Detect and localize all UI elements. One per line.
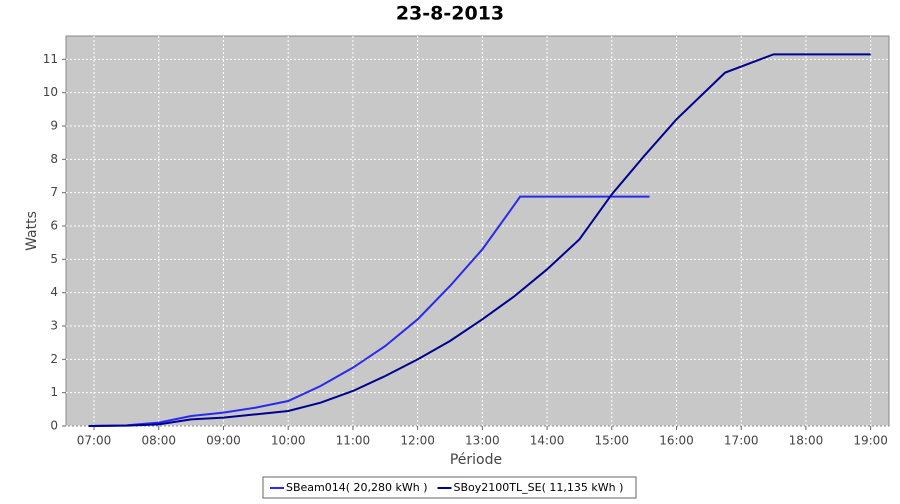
chart-title: 23-8-2013: [396, 3, 504, 25]
y-tick-label: 8: [50, 152, 58, 166]
legend-label: SBeam014( 20,280 kWh ): [286, 481, 428, 494]
x-tick-label: 16:00: [659, 434, 694, 448]
series-line: [88, 53, 871, 427]
series-line: [88, 195, 650, 427]
y-tick-label: 0: [50, 419, 58, 433]
legend-label: SBoy2100TL_SE( 11,135 kWh ): [454, 481, 624, 494]
x-tick-label: 10:00: [271, 434, 306, 448]
y-tick-label: 10: [43, 85, 58, 99]
y-axis-label: Watts: [24, 211, 40, 251]
x-tick-label: 08:00: [141, 434, 176, 448]
x-tick-label: 07:00: [77, 434, 112, 448]
y-tick-label: 5: [50, 252, 58, 266]
x-tick-label: 13:00: [465, 434, 500, 448]
y-tick-label: 9: [50, 119, 58, 133]
y-tick-label: 7: [50, 185, 58, 199]
y-tick-label: 11: [43, 52, 58, 66]
x-tick-label: 12:00: [400, 434, 435, 448]
y-tick-label: 1: [50, 385, 58, 399]
x-tick-label: 11:00: [336, 434, 371, 448]
x-tick-label: 17:00: [724, 434, 759, 448]
y-tick-label: 6: [50, 219, 58, 233]
x-tick-label: 19:00: [853, 434, 888, 448]
y-tick-label: 4: [50, 285, 58, 299]
x-tick-label: 14:00: [530, 434, 565, 448]
plot-area: [65, 35, 890, 427]
y-tick-label: 3: [50, 319, 58, 333]
x-tick-label: 18:00: [789, 434, 824, 448]
y-tick-label: 2: [50, 352, 58, 366]
x-tick-label: 15:00: [594, 434, 629, 448]
x-tick-label: 09:00: [206, 434, 241, 448]
x-axis-label: Période: [450, 452, 502, 468]
